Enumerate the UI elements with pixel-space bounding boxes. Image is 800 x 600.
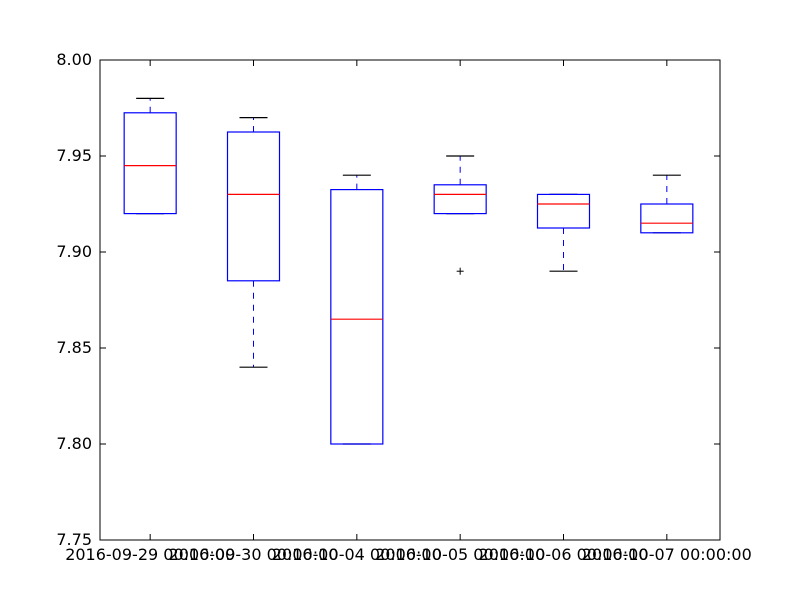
y-axis: 7.75 7.80 7.85 7.90 7.95 8.00 — [56, 50, 720, 549]
x-tick-label: 2016-10-05 00:00:00 — [375, 545, 545, 564]
iqr-box — [536, 193, 591, 229]
iqr-box — [640, 203, 694, 234]
x-tick-label: 2016-10-04 00:00:00 — [272, 545, 442, 564]
iqr-box — [330, 189, 384, 445]
y-tick-label: 7.95 — [56, 146, 92, 165]
box-group — [640, 174, 694, 234]
plot-area-frame — [99, 59, 721, 541]
box-group — [123, 97, 177, 215]
y-tick-label: 7.75 — [56, 530, 92, 549]
y-tick-label: 7.85 — [56, 338, 92, 357]
y-tick-label: 8.00 — [56, 50, 92, 69]
box-group — [330, 174, 384, 445]
x-tick-label: 2016-10-06 00:00:00 — [479, 545, 649, 564]
iqr-box — [226, 131, 281, 282]
y-tick-label: 7.90 — [56, 242, 92, 261]
box-group — [433, 155, 487, 275]
y-tick-label: 7.80 — [56, 434, 92, 453]
x-tick-label: 2016-09-29 00:00:00 — [65, 545, 235, 564]
box-group — [226, 116, 281, 368]
x-tick-label: 2016-10-07 00:00:00 — [582, 545, 752, 564]
x-tick-label: 2016-09-30 00:00:00 — [169, 545, 339, 564]
iqr-box — [433, 184, 487, 215]
boxes-layer — [123, 97, 694, 445]
box-group — [536, 193, 591, 272]
iqr-box — [123, 112, 177, 215]
